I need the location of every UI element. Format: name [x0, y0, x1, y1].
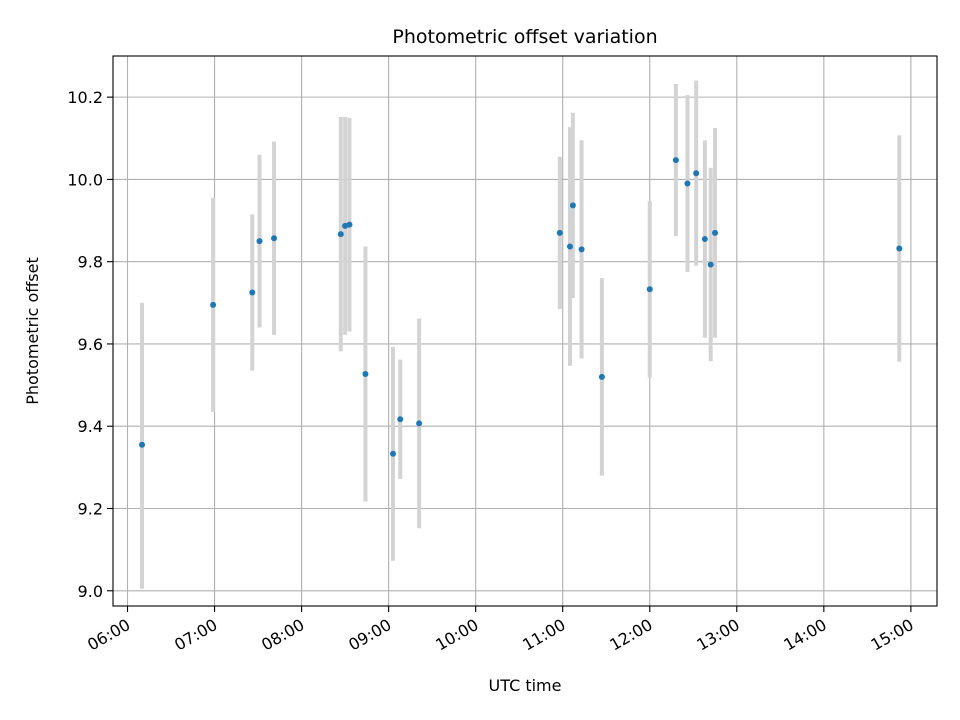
- data-point: [210, 301, 217, 308]
- y-tick-label: 9.2: [78, 500, 103, 519]
- x-axis-label: UTC time: [489, 676, 562, 695]
- axis-ticks: 06:00 07:00 08:00 09:00 10:00 11:00 12:00 13:00…: [67, 88, 917, 654]
- y-axis-label: Photometric offset: [23, 257, 42, 405]
- data-point: [701, 236, 708, 243]
- data-point: [566, 243, 573, 250]
- x-tick-label: 09:00: [345, 615, 394, 655]
- data-point: [569, 202, 576, 209]
- data-point: [271, 235, 278, 242]
- x-tick-label: 12:00: [606, 615, 655, 655]
- y-tick-label: 9.4: [78, 417, 103, 436]
- data-point: [646, 286, 653, 293]
- x-tick-label: 15:00: [867, 615, 916, 655]
- data-point: [139, 441, 146, 448]
- data-point: [256, 238, 263, 245]
- y-tick-label: 9.0: [78, 582, 103, 601]
- error-bars: [140, 80, 902, 589]
- data-point: [896, 245, 903, 252]
- x-tick-label: 14:00: [780, 615, 829, 655]
- x-tick-label: 08:00: [258, 615, 307, 655]
- data-point: [389, 450, 396, 457]
- data-point: [337, 231, 344, 238]
- data-point: [712, 229, 719, 236]
- grid: [113, 56, 937, 606]
- x-tick-label: 13:00: [693, 615, 742, 655]
- data-point: [249, 289, 256, 296]
- data-point: [397, 416, 404, 423]
- y-tick-label: 9.8: [78, 253, 103, 272]
- data-point: [346, 221, 353, 228]
- data-point: [707, 261, 714, 268]
- data-point: [672, 157, 679, 164]
- data-point: [578, 246, 585, 253]
- y-tick-label: 10.2: [67, 88, 103, 107]
- plot-frame: [112, 55, 938, 607]
- x-tick-label: 06:00: [84, 615, 133, 655]
- data-point: [684, 180, 691, 187]
- x-tick-label: 07:00: [171, 615, 220, 655]
- y-tick-label: 10.0: [67, 170, 103, 189]
- data-point: [556, 229, 563, 236]
- chart-title: Photometric offset variation: [392, 26, 657, 48]
- x-tick-label: 11:00: [519, 615, 568, 655]
- data-point: [362, 370, 369, 377]
- y-tick-label: 9.6: [78, 335, 103, 354]
- data-point: [416, 420, 423, 427]
- data-point: [693, 170, 700, 177]
- x-tick-label: 10:00: [432, 615, 481, 655]
- data-points: [139, 157, 903, 457]
- data-point: [598, 373, 605, 380]
